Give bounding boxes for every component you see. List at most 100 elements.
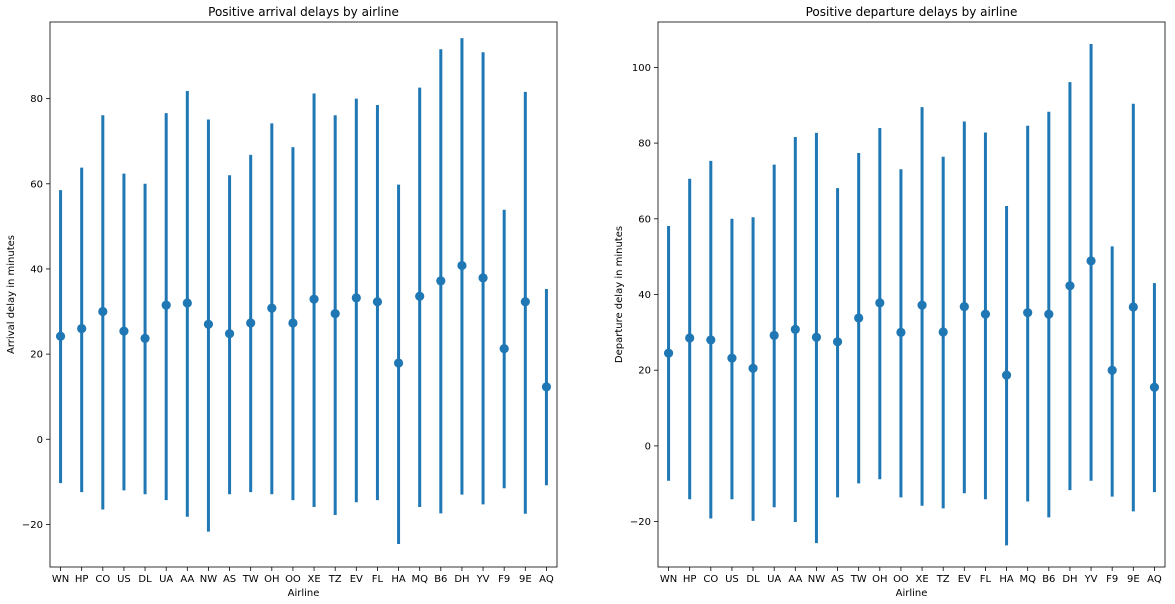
data-point [77, 323, 87, 334]
data-point [457, 260, 467, 271]
x-tick-label: AA [180, 574, 194, 585]
data-point [896, 327, 906, 337]
data-point [790, 324, 800, 334]
x-tick-label: CO [95, 574, 110, 585]
data-point [372, 297, 383, 307]
data-point [267, 303, 277, 313]
y-tick-label: 40 [30, 264, 43, 275]
y-axis-label: Arrival delay in minutes [6, 235, 17, 354]
x-tick-label: AQ [1147, 574, 1162, 585]
x-tick-label: EV [350, 574, 363, 585]
x-tick-label: XE [307, 574, 320, 585]
x-tick-label: TW [850, 574, 867, 585]
x-tick-label: UA [159, 574, 173, 585]
x-tick-label: DH [1062, 574, 1077, 585]
x-tick-label: YV [476, 574, 490, 585]
data-point [161, 300, 171, 310]
data-point [182, 298, 192, 308]
y-tick-label: 60 [638, 214, 651, 225]
data-point [478, 273, 488, 283]
data-point [119, 326, 129, 336]
data-point [663, 348, 674, 358]
data-point [499, 343, 509, 354]
data-point [1023, 308, 1033, 318]
chart-title: Positive departure delays by airline [806, 5, 1018, 19]
y-tick-label: 40 [638, 290, 651, 301]
x-tick-label: AA [788, 574, 802, 585]
data-point [769, 330, 779, 340]
x-tick-label: TZ [936, 574, 950, 585]
y-tick-label: 80 [30, 94, 43, 105]
data-point [706, 335, 716, 345]
x-tick-label: CO [703, 574, 718, 585]
x-tick-label: HA [999, 574, 1014, 585]
x-tick-label: HP [75, 574, 89, 585]
x-tick-label: OH [264, 574, 279, 585]
x-tick-label: DL [746, 574, 760, 585]
x-tick-label: AS [831, 574, 844, 585]
x-tick-label: DL [138, 574, 152, 585]
x-tick-label: MQ [1019, 574, 1036, 585]
x-tick-label: OO [285, 574, 301, 585]
data-point [203, 319, 214, 329]
x-tick-label: MQ [411, 574, 428, 585]
y-tick-label: 60 [30, 179, 43, 190]
data-point [875, 298, 885, 308]
x-axis-label: Airline [896, 588, 928, 599]
x-tick-label: HP [683, 574, 697, 585]
x-tick-label: AQ [539, 574, 554, 585]
x-tick-label: HA [391, 574, 406, 585]
x-tick-label: OO [893, 574, 909, 585]
x-tick-label: F9 [498, 574, 510, 585]
x-tick-label: DH [454, 574, 469, 585]
data-point [1086, 256, 1096, 266]
x-tick-label: NW [808, 574, 825, 585]
y-axis-label: Departure delay in minutes [614, 226, 625, 363]
data-point [351, 293, 361, 303]
chart-title: Positive arrival delays by airline [208, 5, 399, 19]
data-point [436, 276, 446, 286]
y-tick-label: −20 [22, 520, 43, 531]
data-point [1001, 370, 1012, 380]
x-tick-label: AS [223, 574, 236, 585]
chart-panel-2: Positive departure delays by airline −20 0… [614, 5, 1166, 599]
data-point [140, 333, 150, 343]
data-point [832, 337, 843, 347]
data-point [938, 327, 948, 337]
y-tick-label: 0 [645, 441, 651, 452]
x-tick-label: US [117, 574, 131, 585]
plot-frame [657, 21, 1166, 568]
x-tick-label: TZ [328, 574, 342, 585]
data-point [98, 306, 108, 317]
y-tick-label: −20 [630, 517, 651, 528]
data-point [685, 333, 695, 343]
data-point [415, 291, 425, 301]
data-point [541, 382, 552, 392]
y-tick-label: 0 [37, 435, 43, 446]
x-tick-label: 9E [519, 574, 532, 585]
data-point [1107, 365, 1117, 375]
data-point [55, 331, 66, 341]
plot-frame [49, 21, 558, 568]
x-tick-label: TW [242, 574, 259, 585]
x-tick-label: UA [767, 574, 781, 585]
x-tick-label: B6 [1042, 574, 1055, 585]
x-tick-label: XE [915, 574, 928, 585]
y-tick-label: 100 [632, 63, 651, 74]
data-point [854, 313, 864, 323]
x-tick-label: B6 [434, 574, 447, 585]
data-point [811, 332, 822, 342]
y-tick-label: 20 [30, 350, 43, 361]
data-point [917, 300, 927, 310]
x-tick-label: F9 [1106, 574, 1118, 585]
x-tick-label: EV [958, 574, 971, 585]
data-point [959, 302, 969, 312]
x-tick-label: FL [980, 574, 992, 585]
x-tick-label: YV [1084, 574, 1098, 585]
x-tick-label: FL [372, 574, 384, 585]
y-tick-label: 80 [638, 139, 651, 150]
x-axis-label: Airline [288, 588, 320, 599]
data-point [1065, 281, 1075, 291]
